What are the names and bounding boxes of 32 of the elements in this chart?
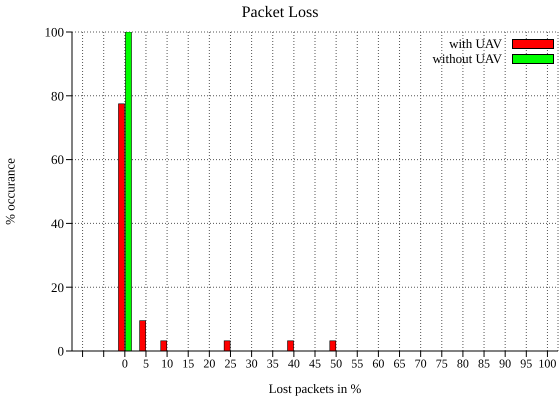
x-tick-label: 70 xyxy=(414,356,427,371)
x-axis-title: Lost packets in % xyxy=(268,381,362,396)
x-tick-label: 90 xyxy=(499,356,512,371)
x-tick-label: 20 xyxy=(203,356,216,371)
x-tick-label: 85 xyxy=(478,356,490,371)
x-tick-label: 10 xyxy=(161,356,174,371)
y-tick-label: 60 xyxy=(51,152,64,168)
y-axis-title: % occurance xyxy=(2,158,18,225)
x-tick-label: 65 xyxy=(394,356,406,371)
x-tick-label: 80 xyxy=(456,356,469,371)
y-tick-label: 0 xyxy=(58,344,64,359)
x-tick-label: 15 xyxy=(182,356,194,371)
x-tick-label: 75 xyxy=(436,356,448,371)
x-tick-label: 0 xyxy=(122,356,128,371)
chart-title: Packet Loss xyxy=(240,4,320,22)
x-tick-label: 40 xyxy=(288,356,300,371)
x-tick-label: 25 xyxy=(224,356,236,371)
y-tick-label: 20 xyxy=(51,280,64,295)
x-tick-label: 45 xyxy=(309,356,321,371)
legend-label: with UAV xyxy=(449,36,502,51)
x-tick-label: 95 xyxy=(520,356,532,371)
x-tick-label: 55 xyxy=(351,356,364,371)
x-tick-label: 50 xyxy=(330,356,342,371)
x-tick-label: 35 xyxy=(266,356,279,371)
x-tick-label: 100 xyxy=(538,356,556,371)
x-tick-label: 5 xyxy=(142,356,149,371)
legend-label: without UAV xyxy=(432,51,502,66)
x-tick-label: 30 xyxy=(246,356,258,371)
y-tick-label: 80 xyxy=(51,88,64,104)
x-tick-label: 60 xyxy=(372,356,384,371)
y-tick-label: 100 xyxy=(44,24,64,40)
y-tick-label: 40 xyxy=(51,216,64,232)
